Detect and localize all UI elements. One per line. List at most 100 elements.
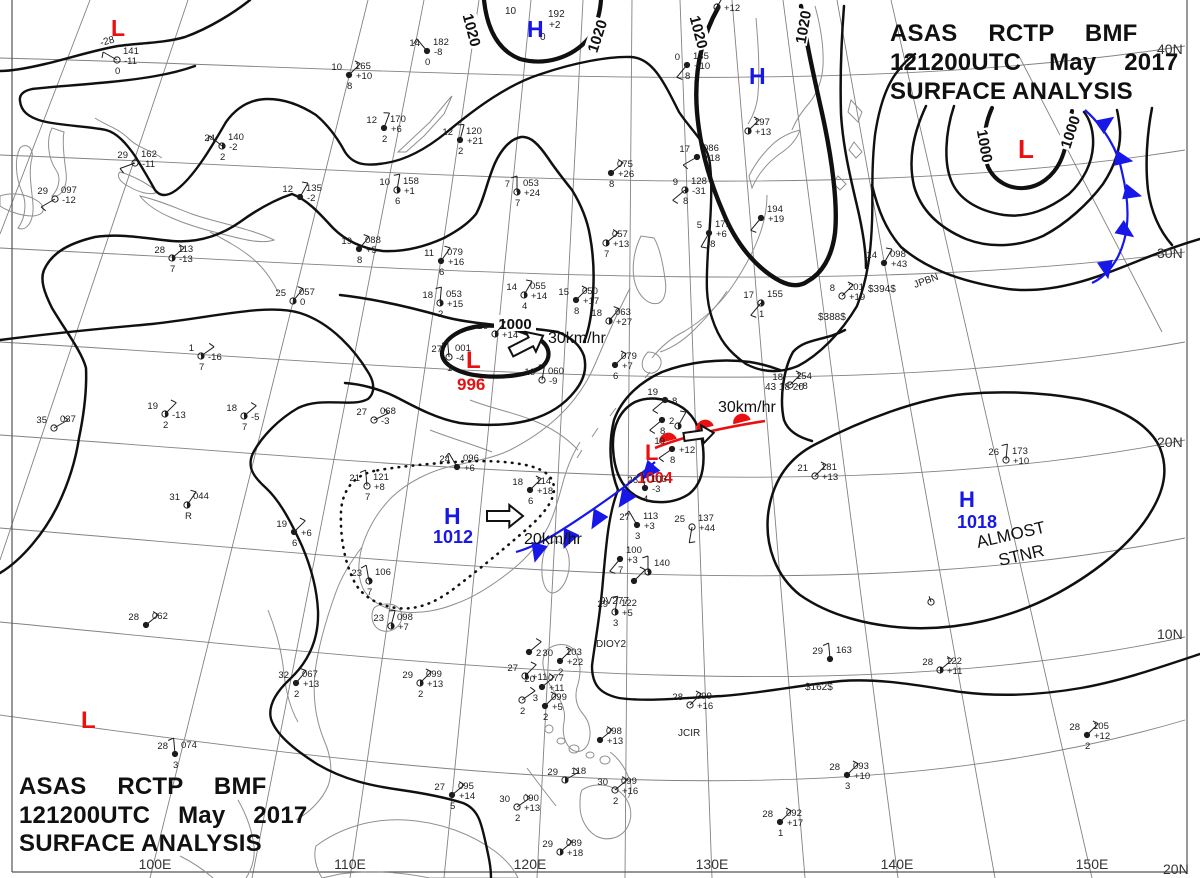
- svg-text:7: 7: [242, 422, 247, 433]
- svg-text:H: H: [444, 503, 461, 529]
- svg-text:113: 113: [643, 511, 658, 522]
- svg-text:7: 7: [199, 362, 204, 373]
- svg-text:+8: +8: [797, 381, 808, 392]
- svg-text:7: 7: [604, 249, 609, 260]
- svg-text:099: 099: [426, 669, 442, 680]
- svg-text:7: 7: [170, 264, 175, 275]
- svg-text:20N: 20N: [1163, 861, 1189, 877]
- svg-text:8: 8: [672, 396, 677, 407]
- svg-text:-11: -11: [142, 159, 155, 170]
- svg-text:+12: +12: [1094, 731, 1110, 742]
- svg-text:1: 1: [778, 828, 783, 839]
- svg-text:7: 7: [505, 179, 510, 190]
- svg-text:+13: +13: [613, 239, 629, 250]
- svg-text:-4: -4: [456, 353, 464, 364]
- svg-text:+12: +12: [679, 445, 695, 456]
- svg-text:092: 092: [786, 808, 802, 819]
- svg-text:+19: +19: [849, 292, 865, 303]
- svg-text:+11: +11: [549, 683, 564, 694]
- svg-text:+6: +6: [301, 528, 312, 539]
- svg-text:+6: +6: [716, 229, 727, 240]
- svg-text:130E: 130E: [696, 856, 729, 872]
- svg-text:1000: 1000: [973, 128, 996, 164]
- svg-text:+13: +13: [427, 679, 443, 690]
- svg-text:162: 162: [141, 149, 157, 160]
- svg-text:40N: 40N: [1157, 41, 1183, 57]
- svg-text:096: 096: [463, 453, 479, 464]
- svg-text:29: 29: [402, 670, 413, 681]
- svg-text:173: 173: [1012, 446, 1028, 457]
- svg-text:2: 2: [669, 416, 674, 427]
- svg-text:0: 0: [115, 66, 120, 77]
- svg-text:2: 2: [294, 689, 299, 700]
- svg-text:35: 35: [36, 415, 47, 426]
- svg-text:062: 062: [152, 611, 168, 622]
- svg-text:3: 3: [613, 618, 618, 629]
- svg-text:+8: +8: [374, 482, 385, 493]
- svg-text:121200UTC May 2017: 121200UTC May 2017: [890, 49, 1178, 76]
- svg-text:JCIR: JCIR: [678, 728, 700, 739]
- svg-text:8: 8: [685, 71, 690, 82]
- svg-text:+17: +17: [583, 296, 599, 307]
- svg-text:11: 11: [424, 248, 434, 259]
- svg-text:135: 135: [693, 51, 709, 62]
- svg-text:-8: -8: [434, 47, 442, 58]
- svg-text:120E: 120E: [514, 856, 547, 872]
- svg-text:29: 29: [117, 150, 128, 161]
- svg-text:+16: +16: [622, 786, 638, 797]
- svg-text:26: 26: [627, 475, 638, 486]
- svg-text:21: 21: [797, 463, 808, 474]
- svg-text:105: 105: [1093, 721, 1109, 732]
- svg-text:18: 18: [512, 477, 523, 488]
- svg-text:1012: 1012: [433, 527, 473, 547]
- svg-text:H: H: [749, 63, 766, 89]
- svg-text:182: 182: [433, 37, 449, 48]
- svg-text:8: 8: [574, 306, 579, 317]
- svg-text:+13: +13: [303, 679, 319, 690]
- svg-text:+3: +3: [627, 555, 638, 566]
- svg-text:2: 2: [1085, 741, 1090, 752]
- svg-text:-9: -9: [549, 376, 557, 387]
- svg-text:1000: 1000: [498, 316, 531, 333]
- svg-text:+5: +5: [552, 702, 563, 713]
- svg-text:28: 28: [829, 762, 840, 773]
- svg-text:$162$: $162$: [805, 682, 833, 693]
- svg-text:DIOY2: DIOY2: [596, 639, 626, 650]
- svg-text:099: 099: [551, 692, 567, 703]
- svg-text:068: 068: [380, 406, 396, 417]
- svg-text:-2: -2: [307, 193, 315, 204]
- svg-text:30: 30: [597, 777, 608, 788]
- svg-text:7: 7: [618, 565, 623, 576]
- svg-text:14: 14: [866, 250, 877, 261]
- svg-text:1: 1: [759, 309, 764, 320]
- svg-text:28: 28: [1069, 722, 1080, 733]
- svg-text:099: 099: [696, 691, 712, 702]
- svg-text:150E: 150E: [1076, 856, 1109, 872]
- svg-text:19: 19: [276, 519, 287, 530]
- svg-text:29: 29: [597, 599, 608, 610]
- svg-text:28: 28: [762, 809, 773, 820]
- svg-text:+11: +11: [947, 666, 962, 677]
- svg-text:28: 28: [672, 692, 683, 703]
- svg-text:-3: -3: [652, 484, 660, 495]
- svg-text:18: 18: [226, 403, 237, 414]
- svg-text:197: 197: [754, 117, 770, 128]
- svg-text:17: 17: [679, 144, 690, 155]
- svg-text:2: 2: [438, 309, 443, 320]
- svg-text:24: 24: [204, 133, 215, 144]
- svg-text:074: 074: [181, 740, 197, 751]
- svg-text:+22: +22: [567, 657, 583, 668]
- svg-text:8: 8: [683, 196, 688, 207]
- svg-text:165: 165: [355, 61, 371, 72]
- svg-text:079: 079: [621, 351, 637, 362]
- svg-text:2: 2: [536, 648, 541, 659]
- svg-text:077: 077: [548, 673, 564, 684]
- svg-text:055: 055: [530, 281, 546, 292]
- svg-text:0: 0: [675, 52, 680, 63]
- svg-text:10N: 10N: [1157, 626, 1183, 642]
- svg-text:9V277: 9V277: [600, 596, 629, 607]
- svg-text:SURFACE ANALYSIS: SURFACE ANALYSIS: [890, 78, 1133, 105]
- svg-text:L: L: [1018, 134, 1034, 164]
- svg-text:086: 086: [703, 143, 719, 154]
- svg-text:28: 28: [128, 612, 139, 623]
